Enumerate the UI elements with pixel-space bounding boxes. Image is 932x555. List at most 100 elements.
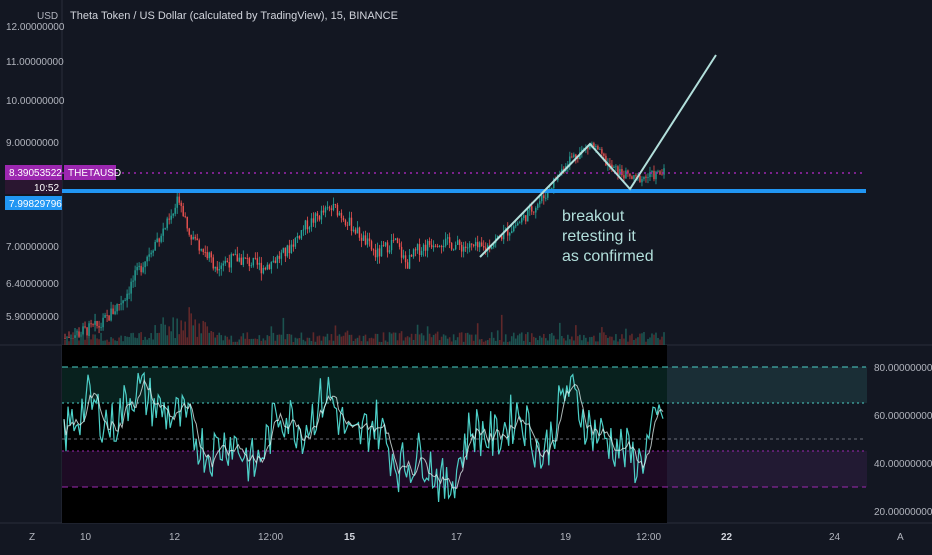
candle-body — [216, 266, 218, 271]
volume-bar — [166, 335, 168, 345]
candle-body — [515, 225, 517, 227]
volume-bar — [406, 336, 409, 345]
volume-bar — [394, 332, 397, 345]
candle-body — [344, 220, 347, 225]
candle-body — [140, 265, 142, 273]
candle-body — [160, 235, 162, 242]
volume-bar — [532, 336, 535, 345]
time-tick: 12 — [169, 532, 181, 543]
zoom-button[interactable]: Z — [29, 532, 35, 543]
volume-bar — [645, 341, 647, 345]
volume-bar — [194, 319, 197, 345]
volume-bar — [90, 339, 92, 345]
volume-bar — [436, 331, 439, 345]
volume-bar — [524, 334, 527, 345]
rsi-tick: 40.00000000 — [874, 459, 932, 470]
trendline-drawing[interactable] — [479, 54, 717, 258]
rsi-line — [63, 371, 664, 503]
rsi-signal-line — [63, 379, 664, 490]
volume-bar — [340, 336, 343, 345]
candle-body — [476, 241, 479, 248]
volume-bar — [440, 336, 443, 345]
volume-bar — [328, 340, 331, 345]
candle-body — [158, 238, 160, 242]
volume-bar — [565, 340, 567, 345]
candle-body — [118, 304, 120, 305]
annotation-line-2[interactable]: retesting it — [562, 228, 636, 245]
volume-bar — [392, 332, 395, 345]
candle-body — [196, 238, 198, 241]
volume-bar — [266, 335, 269, 345]
volume-bar — [438, 340, 441, 345]
volume-bar — [376, 333, 379, 345]
volume-bar — [254, 338, 257, 345]
candle-body — [238, 257, 240, 262]
volume-bar — [500, 314, 503, 345]
volume-bar — [456, 337, 459, 345]
volume-bar — [454, 340, 457, 345]
volume-bar — [100, 332, 102, 345]
volume-bar — [206, 326, 209, 345]
volume-bar — [240, 336, 243, 345]
volume-bar — [168, 326, 170, 345]
volume-bar — [92, 334, 94, 345]
candle-body — [601, 149, 603, 154]
volume-bar — [126, 336, 128, 345]
candle-body — [398, 243, 401, 247]
volume-bar — [641, 333, 643, 345]
auto-scale-button[interactable]: A — [897, 532, 904, 543]
volume-bar — [144, 336, 146, 345]
annotation-line-1[interactable]: breakout — [562, 208, 625, 225]
volume-bar — [625, 328, 627, 345]
volume-bar — [611, 336, 613, 345]
candle-body — [629, 173, 631, 177]
candle-body — [68, 337, 70, 339]
volume-bar — [288, 333, 291, 345]
candle-body — [336, 204, 339, 216]
candle-body — [124, 300, 126, 302]
annotation-line-3[interactable]: as confirmed — [562, 248, 654, 265]
candle-body — [517, 223, 519, 226]
volume-bar — [176, 318, 178, 345]
candle-body — [643, 176, 645, 180]
candle-body — [651, 170, 653, 173]
candle-body — [150, 252, 152, 255]
volume-bar — [104, 340, 106, 345]
volume-bar — [400, 331, 403, 345]
volume-bar — [583, 335, 585, 345]
candle-body — [194, 236, 196, 239]
candle-body — [370, 241, 373, 250]
candle-body — [266, 264, 269, 270]
volume-bar — [312, 332, 315, 345]
volume-bar — [260, 340, 263, 345]
candle-body — [314, 213, 317, 223]
candle-body — [288, 245, 291, 254]
volume-bar — [186, 337, 189, 345]
volume-bar — [242, 333, 245, 345]
candle-body — [376, 248, 379, 258]
candle-body — [617, 166, 619, 176]
candlestick-series — [64, 141, 665, 339]
candle-body — [364, 235, 367, 245]
candle-body — [414, 249, 417, 251]
candle-body — [368, 238, 371, 242]
candle-body — [226, 260, 228, 262]
candle-body — [108, 315, 110, 321]
candle-body — [388, 250, 391, 253]
volume-bar — [603, 332, 605, 345]
time-axis[interactable]: 10 12 12:00 15 17 19 12:00 22 24 — [80, 532, 841, 543]
volume-bar — [474, 334, 477, 345]
volume-bar — [120, 335, 122, 345]
candle-body — [561, 168, 563, 175]
price-axis-panel[interactable] — [0, 0, 62, 550]
candle-body — [354, 229, 357, 234]
volume-bar — [204, 322, 207, 345]
candle-body — [412, 249, 415, 257]
candle-body — [306, 220, 309, 230]
candle-body — [156, 238, 158, 242]
volume-bar — [384, 340, 387, 345]
price-tick: 5.90000000 — [6, 312, 59, 323]
volume-bar — [492, 337, 495, 345]
volume-bar — [354, 338, 357, 345]
